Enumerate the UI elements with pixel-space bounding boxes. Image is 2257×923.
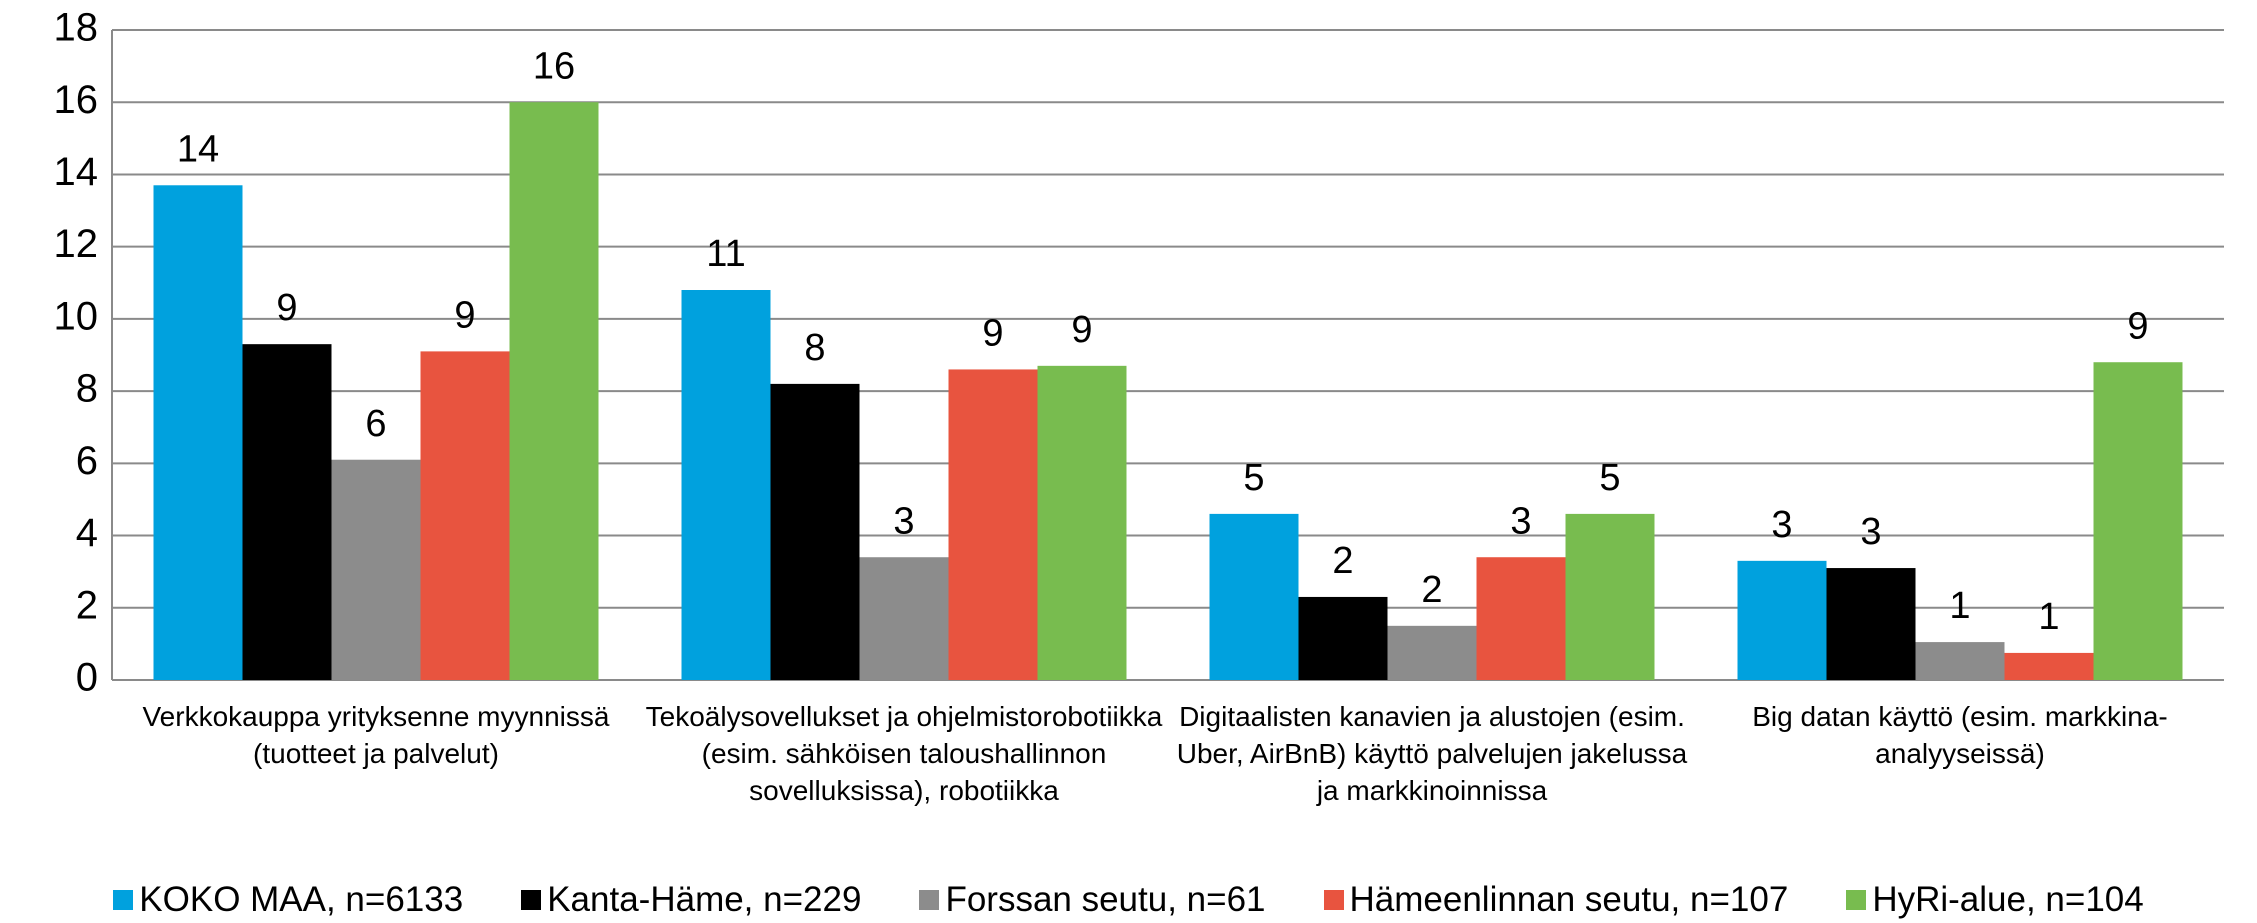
- bar: [420, 351, 510, 680]
- legend: KOKO MAA, n=6133 Kanta-Häme, n=229 Forssan…: [0, 880, 2257, 920]
- data-label: 3: [1771, 504, 1792, 546]
- bar: [1737, 560, 1827, 680]
- x-tick-label: Big datan käyttö (esim. markkina-analyys…: [1752, 701, 2168, 769]
- y-tick-label: 16: [54, 78, 99, 122]
- data-label: 2: [1421, 569, 1442, 611]
- data-label: 9: [454, 294, 475, 336]
- legend-label: HyRi-alue, n=104: [1872, 880, 2144, 919]
- legend-swatch: [113, 890, 134, 910]
- legend-swatch: [521, 890, 542, 910]
- x-tick-label: Verkkokauppa yrityksenne myynnissä (tuot…: [142, 701, 610, 769]
- bar: [770, 383, 860, 680]
- y-tick-label: 6: [76, 439, 98, 483]
- legend-label: Hämeenlinnan seutu, n=107: [1349, 880, 1789, 919]
- y-tick-label: 2: [76, 583, 98, 627]
- data-label: 3: [1510, 500, 1531, 542]
- legend-swatch: [1323, 890, 1344, 910]
- bar: [681, 290, 771, 680]
- legend-swatch: [919, 890, 940, 910]
- data-label: 1: [1949, 585, 1970, 627]
- data-label: 2: [1332, 540, 1353, 582]
- data-label: 11: [706, 233, 745, 275]
- legend-swatch: [1846, 890, 1867, 910]
- y-tick-label: 0: [76, 656, 98, 700]
- legend-item: Forssan seutu, n=61: [919, 880, 1266, 920]
- data-label: 1: [2038, 596, 2059, 638]
- legend-label: KOKO MAA, n=6133: [139, 880, 464, 919]
- x-tick-label: Digitaalisten kanavien ja alustojen (esi…: [1176, 701, 1688, 806]
- bar: [1565, 513, 1655, 680]
- y-tick-label: 18: [54, 6, 99, 50]
- y-tick-label: 4: [76, 511, 98, 555]
- bar: [2004, 652, 2094, 680]
- data-label: 5: [1243, 457, 1264, 499]
- bar: [331, 459, 421, 680]
- data-label: 5: [1599, 457, 1620, 499]
- legend-label: Forssan seutu, n=61: [945, 880, 1266, 919]
- bar: [1298, 596, 1388, 680]
- bar: [1915, 642, 2005, 680]
- bar: [1209, 513, 1299, 680]
- bar: [2093, 362, 2183, 680]
- bar: [1826, 568, 1916, 680]
- legend-label: Kanta-Häme, n=229: [547, 880, 862, 919]
- data-label: 9: [1071, 309, 1092, 351]
- y-tick-label: 14: [54, 150, 99, 194]
- data-label: 3: [893, 500, 914, 542]
- y-tick-label: 8: [76, 367, 98, 411]
- data-label: 6: [365, 403, 386, 445]
- legend-item: Kanta-Häme, n=229: [521, 880, 861, 920]
- bar: [509, 102, 599, 680]
- data-label: 9: [982, 312, 1003, 354]
- legend-item: Hämeenlinnan seutu, n=107: [1323, 880, 1789, 920]
- data-label: 16: [533, 45, 575, 87]
- bar: [948, 369, 1038, 680]
- y-tick-label: 10: [54, 294, 99, 338]
- bar: [1387, 625, 1477, 680]
- data-label: 9: [276, 287, 297, 329]
- legend-item: HyRi-alue, n=104: [1846, 880, 2144, 920]
- data-label: 3: [1860, 511, 1881, 553]
- bar: [1476, 557, 1566, 680]
- data-label: 8: [804, 327, 825, 369]
- data-label: 14: [177, 128, 219, 170]
- bar: [859, 557, 949, 680]
- legend-item: KOKO MAA, n=6133: [113, 880, 463, 920]
- y-tick-label: 12: [54, 222, 99, 266]
- bar: [153, 185, 243, 680]
- bar: [1037, 365, 1127, 680]
- x-tick-label: Tekoälysovellukset ja ohjelmistorobotiik…: [645, 701, 1163, 806]
- bar: [242, 344, 332, 680]
- data-label: 9: [2127, 305, 2148, 347]
